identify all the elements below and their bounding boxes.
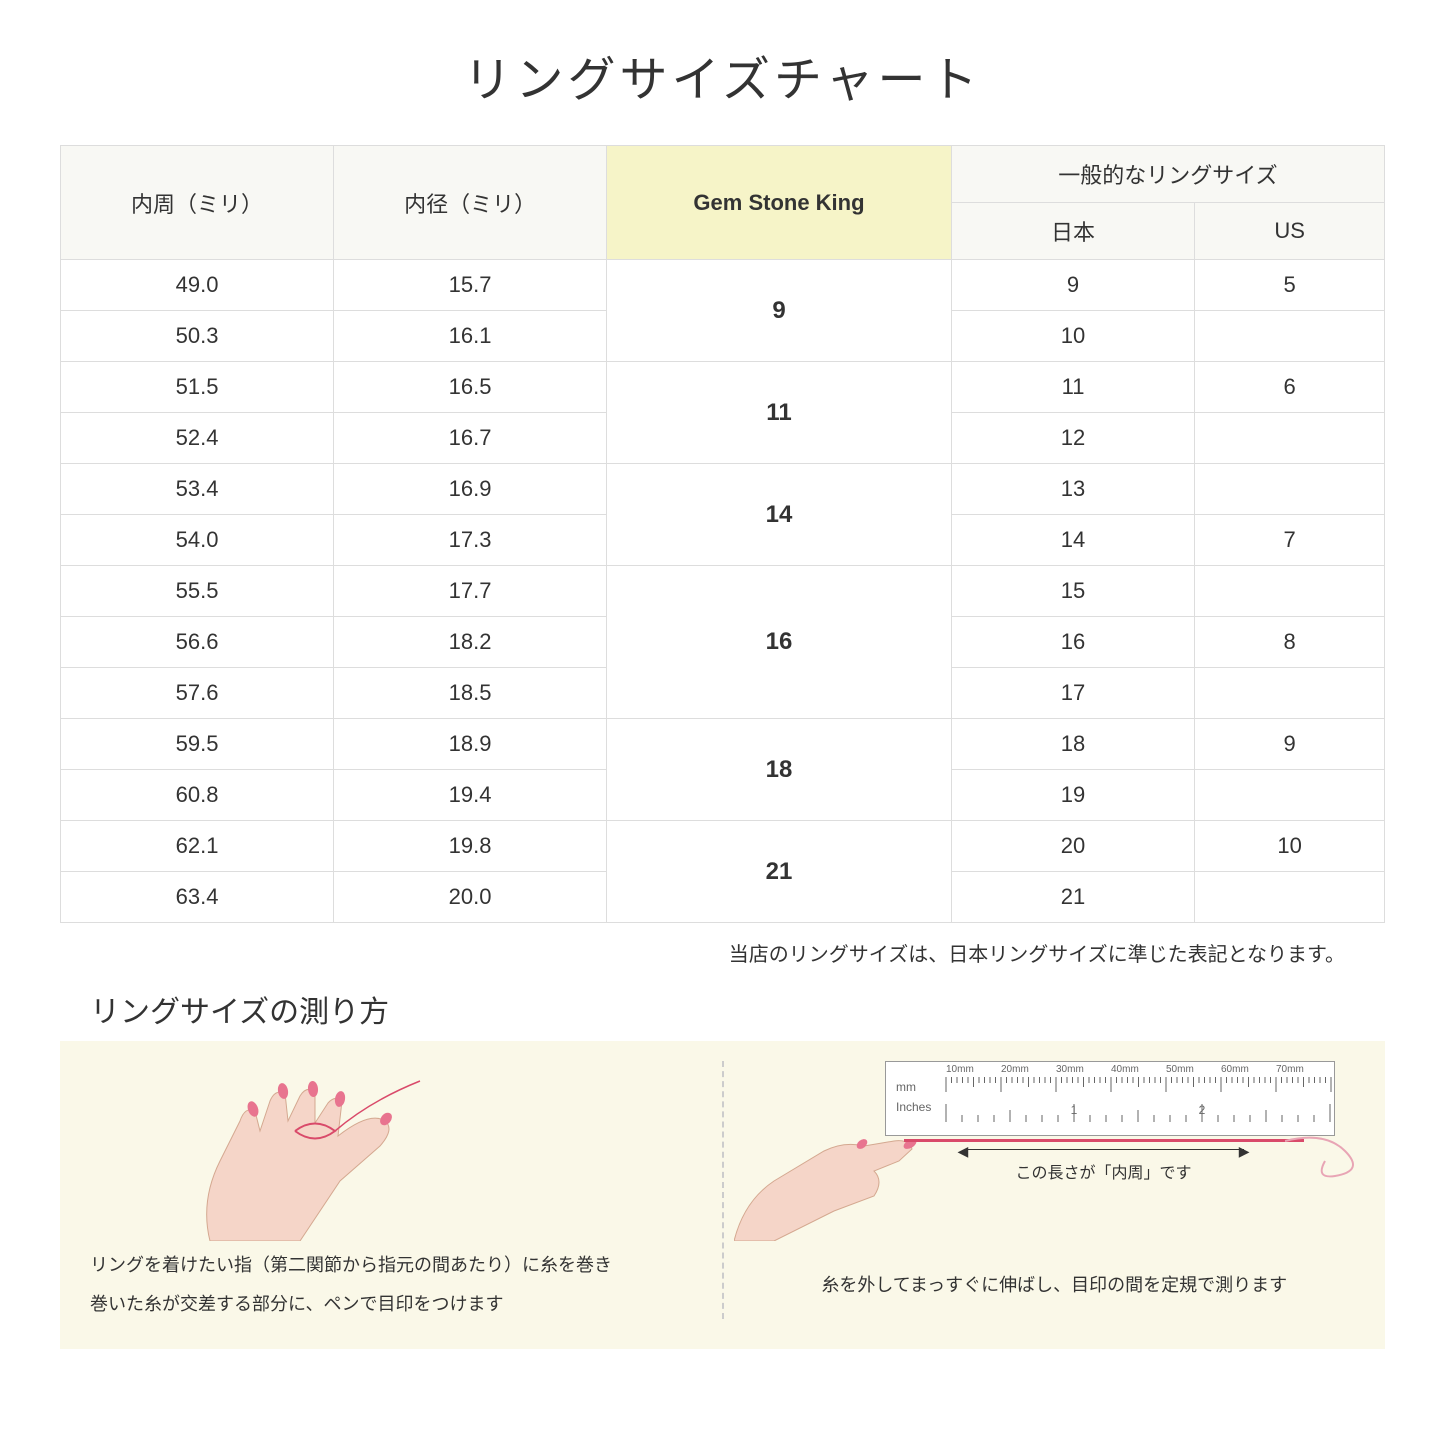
- svg-text:1: 1: [1071, 1103, 1078, 1117]
- header-diameter: 内径（ミリ）: [334, 146, 607, 260]
- header-circumference: 内周（ミリ）: [61, 146, 334, 260]
- page-title: リングサイズチャート: [60, 40, 1385, 110]
- table-row: 59.518.918189: [61, 719, 1385, 770]
- cell-jp: 15: [951, 566, 1194, 617]
- cell-us: 6: [1195, 362, 1385, 413]
- cell-us: 8: [1195, 617, 1385, 668]
- cell-diam: 17.3: [334, 515, 607, 566]
- ring-size-table: 内周（ミリ） 内径（ミリ） Gem Stone King 一般的なリングサイズ …: [60, 145, 1385, 923]
- cell-circ: 50.3: [61, 311, 334, 362]
- cell-gsk: 21: [607, 821, 952, 923]
- cell-jp: 20: [951, 821, 1194, 872]
- cell-us: [1195, 311, 1385, 362]
- cell-jp: 21: [951, 872, 1194, 923]
- cell-circ: 57.6: [61, 668, 334, 719]
- instruction-left-line1: リングを着けたい指（第二関節から指元の間あたり）に糸を巻き: [90, 1251, 692, 1280]
- hand-wrap-icon: [170, 1061, 450, 1241]
- cell-diam: 16.9: [334, 464, 607, 515]
- cell-us: [1195, 770, 1385, 821]
- instruction-left-line2: 巻いた糸が交差する部分に、ペンで目印をつけます: [90, 1290, 692, 1319]
- cell-us: 10: [1195, 821, 1385, 872]
- measure-arrow-label: ◀ ▶ この長さが「内周」です: [964, 1153, 1244, 1183]
- cell-circ: 62.1: [61, 821, 334, 872]
- cell-diam: 20.0: [334, 872, 607, 923]
- cell-gsk: 14: [607, 464, 952, 566]
- cell-diam: 15.7: [334, 260, 607, 311]
- table-row: 53.416.91413: [61, 464, 1385, 515]
- cell-circ: 54.0: [61, 515, 334, 566]
- cell-jp: 13: [951, 464, 1194, 515]
- cell-us: [1195, 566, 1385, 617]
- instruction-right: 10mm20mm30mm40mm50mm60mm70mm mm Inches 1…: [754, 1061, 1356, 1319]
- cell-jp: 9: [951, 260, 1194, 311]
- ruler-icon: 10mm20mm30mm40mm50mm60mm70mm mm Inches 1…: [885, 1061, 1335, 1136]
- table-row: 62.119.8212010: [61, 821, 1385, 872]
- size-note: 当店のリングサイズは、日本リングサイズに準じた表記となります。: [60, 938, 1385, 967]
- cell-jp: 17: [951, 668, 1194, 719]
- table-row: 55.517.71615: [61, 566, 1385, 617]
- cell-us: [1195, 872, 1385, 923]
- cell-us: 5: [1195, 260, 1385, 311]
- cell-jp: 19: [951, 770, 1194, 821]
- cell-jp: 16: [951, 617, 1194, 668]
- cell-diam: 19.4: [334, 770, 607, 821]
- instruction-left: リングを着けたい指（第二関節から指元の間あたり）に糸を巻き 巻いた糸が交差する部…: [90, 1061, 692, 1319]
- cell-gsk: 16: [607, 566, 952, 719]
- instructions-panel: リングを着けたい指（第二関節から指元の間あたり）に糸を巻き 巻いた糸が交差する部…: [60, 1041, 1385, 1349]
- cell-diam: 16.7: [334, 413, 607, 464]
- cell-us: 9: [1195, 719, 1385, 770]
- cell-diam: 18.2: [334, 617, 607, 668]
- cell-us: [1195, 413, 1385, 464]
- cell-circ: 59.5: [61, 719, 334, 770]
- cell-diam: 16.5: [334, 362, 607, 413]
- svg-text:2: 2: [1199, 1103, 1206, 1117]
- instruction-divider: [722, 1061, 724, 1319]
- cell-diam: 18.5: [334, 668, 607, 719]
- cell-diam: 19.8: [334, 821, 607, 872]
- thread-line: [904, 1139, 1304, 1142]
- header-us: US: [1195, 203, 1385, 260]
- measure-subtitle: リングサイズの測り方: [60, 987, 1385, 1031]
- cell-us: [1195, 464, 1385, 515]
- header-gsk: Gem Stone King: [607, 146, 952, 260]
- header-common: 一般的なリングサイズ: [951, 146, 1384, 203]
- instruction-right-text: 糸を外してまっすぐに伸ばし、目印の間を定規で測ります: [754, 1271, 1356, 1300]
- cell-jp: 12: [951, 413, 1194, 464]
- cell-gsk: 18: [607, 719, 952, 821]
- cell-diam: 18.9: [334, 719, 607, 770]
- cell-circ: 56.6: [61, 617, 334, 668]
- cell-jp: 18: [951, 719, 1194, 770]
- cell-jp: 14: [951, 515, 1194, 566]
- cell-jp: 11: [951, 362, 1194, 413]
- cell-circ: 52.4: [61, 413, 334, 464]
- cell-gsk: 9: [607, 260, 952, 362]
- cell-us: 7: [1195, 515, 1385, 566]
- thread-curve-icon: [1285, 1121, 1385, 1181]
- cell-diam: 17.7: [334, 566, 607, 617]
- cell-diam: 16.1: [334, 311, 607, 362]
- cell-circ: 55.5: [61, 566, 334, 617]
- cell-circ: 60.8: [61, 770, 334, 821]
- table-row: 51.516.511116: [61, 362, 1385, 413]
- cell-circ: 53.4: [61, 464, 334, 515]
- table-row: 49.015.7995: [61, 260, 1385, 311]
- cell-gsk: 11: [607, 362, 952, 464]
- header-japan: 日本: [951, 203, 1194, 260]
- cell-us: [1195, 668, 1385, 719]
- cell-circ: 51.5: [61, 362, 334, 413]
- cell-jp: 10: [951, 311, 1194, 362]
- cell-circ: 63.4: [61, 872, 334, 923]
- cell-circ: 49.0: [61, 260, 334, 311]
